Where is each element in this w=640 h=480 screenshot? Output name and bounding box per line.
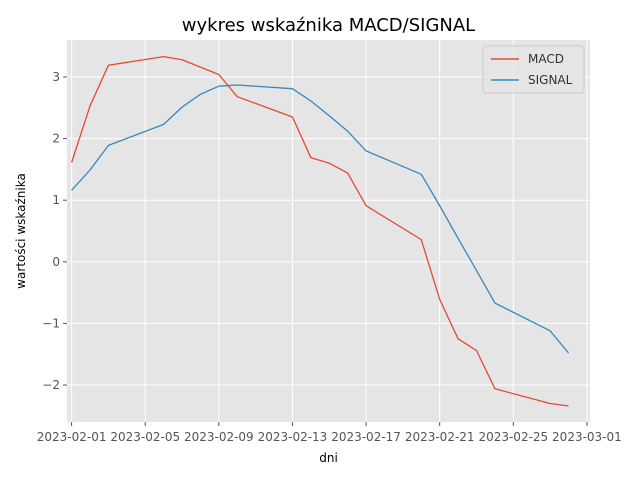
- chart-title: wykres wskaźnika MACD/SIGNAL: [182, 15, 475, 36]
- y-tick-label: 0: [52, 255, 60, 269]
- y-tick-label: 1: [52, 193, 60, 207]
- x-tick-label: 2023-02-05: [110, 430, 180, 444]
- plot-area: [67, 40, 590, 422]
- legend-label-macd: MACD: [528, 52, 564, 66]
- legend: MACD SIGNAL: [482, 45, 585, 94]
- y-axis-label: wartości wskaźnika: [14, 173, 28, 289]
- x-tick-label: 2023-02-17: [331, 430, 401, 444]
- series-line-macd: [70, 55, 569, 407]
- legend-label-signal: SIGNAL: [528, 73, 573, 87]
- series-line-signal: [71, 84, 570, 354]
- legend-box: [482, 45, 585, 94]
- x-tick-label: 2023-02-21: [405, 430, 475, 444]
- x-tick-label: 2023-02-01: [37, 430, 107, 444]
- y-tick-label: 3: [52, 70, 60, 84]
- y-tick-label: −1: [42, 316, 60, 330]
- series-group: [70, 55, 570, 407]
- x-tick-label: 2023-03-01: [552, 430, 622, 444]
- x-tick-label: 2023-02-09: [184, 430, 254, 444]
- y-tick-label: 2: [52, 132, 60, 146]
- x-tick-label: 2023-02-25: [478, 430, 548, 444]
- y-tick-label: −2: [42, 378, 60, 392]
- grid: [67, 40, 590, 422]
- x-axis: 2023-02-01 2023-02-05 2023-02-09 2023-02-13…: [37, 422, 622, 444]
- x-axis-label: dni: [319, 451, 338, 465]
- x-tick-label: 2023-02-13: [258, 430, 328, 444]
- y-axis: −2 −1 0 1 2 3: [42, 70, 67, 392]
